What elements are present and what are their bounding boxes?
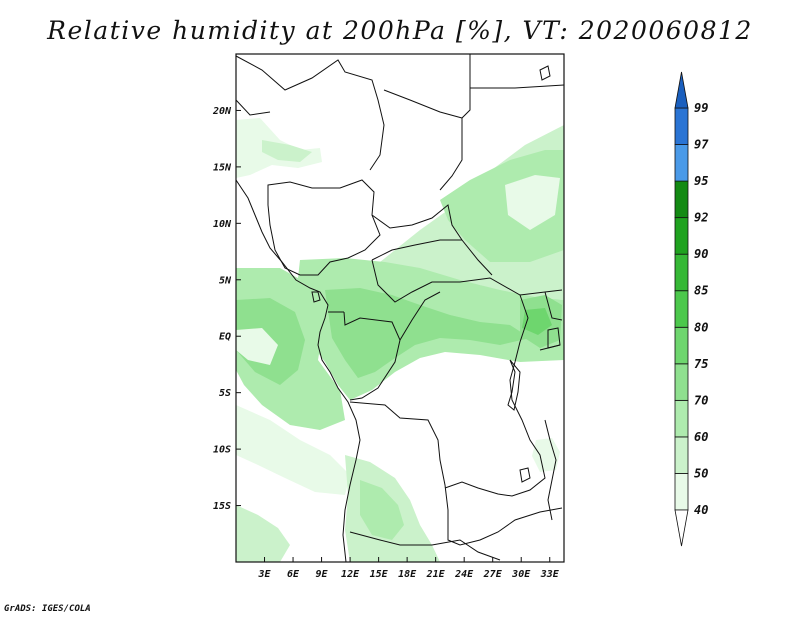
lon-tick-label: 24E xyxy=(454,569,474,580)
lon-tick-label: 6E xyxy=(287,569,300,580)
country-borders xyxy=(236,54,564,562)
lon-tick-label: 18E xyxy=(398,569,417,580)
colorbar-label: 92 xyxy=(694,211,708,225)
colorbar-segment xyxy=(674,253,689,292)
lat-tick-label: 5S xyxy=(219,388,231,399)
lat-tick-label: 15N xyxy=(213,162,232,173)
map-frame xyxy=(235,53,565,563)
lon-tick-label: 9E xyxy=(316,569,329,580)
lon-tick-label: 21E xyxy=(426,569,446,580)
colorbar-segment xyxy=(674,144,689,182)
colorbar-top-arrow xyxy=(674,71,689,109)
lon-tick-label: 15E xyxy=(370,569,389,580)
lat-tick-label: 20N xyxy=(212,106,232,117)
colorbar-segment xyxy=(674,326,689,365)
colorbar-label: 70 xyxy=(694,393,708,407)
colorbar-label: 97 xyxy=(694,138,709,152)
lat-tick-label: 10N xyxy=(213,219,232,230)
lat-tick-label: 15S xyxy=(213,501,231,512)
colorbar-label: 90 xyxy=(694,247,708,261)
colorbar-label: 95 xyxy=(694,174,708,188)
colorbar-bottom-arrow xyxy=(674,509,689,547)
colorbar-label: 60 xyxy=(694,430,708,444)
colorbar-segment xyxy=(674,363,689,401)
colorbar-segment xyxy=(674,107,689,145)
latitude-axis: 20N 15N 10N 5N EQ 5S 10S 15S xyxy=(212,106,241,512)
longitude-axis: 3E 6E 9E 12E 15E 18E 21E 24E 27E 30E 33E xyxy=(257,557,560,580)
colorbar-label: 99 xyxy=(694,101,708,115)
colorbar-label: 50 xyxy=(694,466,708,480)
lat-tick-label: 5N xyxy=(219,275,232,286)
humidity-shading xyxy=(236,54,564,562)
lon-tick-label: 3E xyxy=(257,569,271,580)
colorbar-label: 75 xyxy=(694,357,708,371)
colorbar-label: 85 xyxy=(694,284,708,298)
colorbar-segment xyxy=(674,399,689,438)
colorbar-label: 80 xyxy=(694,320,708,334)
colorbar-segment xyxy=(674,290,689,328)
lat-tick-label: EQ xyxy=(219,332,231,343)
grads-credit: GrADS: IGES/COLA xyxy=(4,604,91,614)
lon-tick-label: 12E xyxy=(341,569,360,580)
map-title: Relative humidity at 200hPa [%], VT: 202… xyxy=(47,16,753,45)
lon-tick-label: 30E xyxy=(511,569,531,580)
colorbar: 40 50 60 70 75 80 85 90 92 95 97 99 xyxy=(674,71,709,547)
colorbar-segment xyxy=(674,473,689,511)
lon-tick-label: 27E xyxy=(483,569,503,580)
lon-tick-label: 33E xyxy=(540,569,560,580)
colorbar-segment xyxy=(674,217,689,255)
colorbar-segment xyxy=(674,180,689,219)
colorbar-segment xyxy=(674,436,689,474)
lat-tick-label: 10S xyxy=(213,445,231,456)
colorbar-label: 40 xyxy=(694,503,708,517)
